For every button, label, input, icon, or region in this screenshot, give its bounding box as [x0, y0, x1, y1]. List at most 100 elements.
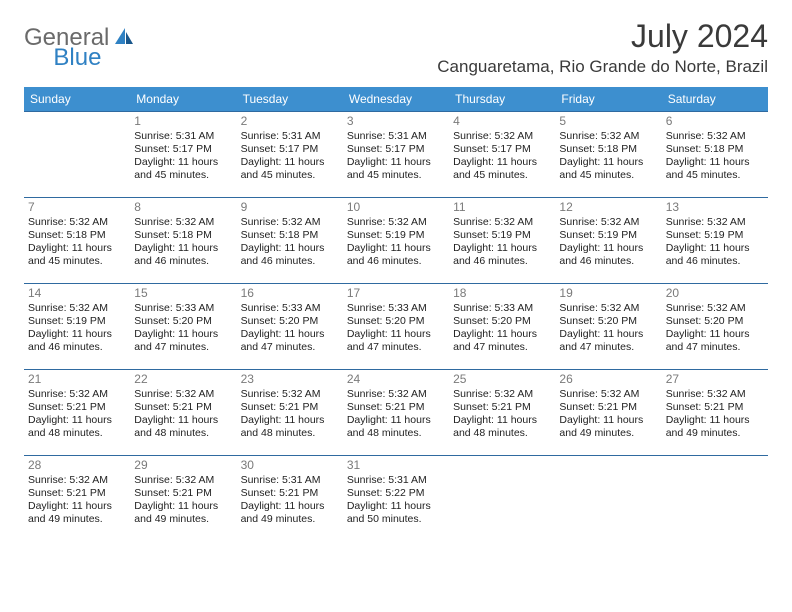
day-number: 20: [666, 286, 764, 301]
sunrise-line: Sunrise: 5:32 AM: [134, 388, 232, 401]
calendar-week-row: 28Sunrise: 5:32 AMSunset: 5:21 PMDayligh…: [24, 456, 768, 542]
calendar-day-cell: 18Sunrise: 5:33 AMSunset: 5:20 PMDayligh…: [449, 284, 555, 370]
daylight-line: Daylight: 11 hours and 47 minutes.: [347, 328, 445, 354]
daylight-line: Daylight: 11 hours and 45 minutes.: [453, 156, 551, 182]
sunset-line: Sunset: 5:19 PM: [666, 229, 764, 242]
daylight-line: Daylight: 11 hours and 49 minutes.: [28, 500, 126, 526]
sunrise-line: Sunrise: 5:32 AM: [559, 302, 657, 315]
daylight-line: Daylight: 11 hours and 46 minutes.: [453, 242, 551, 268]
day-number: 4: [453, 114, 551, 129]
sunrise-line: Sunrise: 5:33 AM: [347, 302, 445, 315]
calendar-day-cell: 26Sunrise: 5:32 AMSunset: 5:21 PMDayligh…: [555, 370, 661, 456]
day-number: 27: [666, 372, 764, 387]
calendar-day-cell: 28Sunrise: 5:32 AMSunset: 5:21 PMDayligh…: [24, 456, 130, 542]
daylight-line: Daylight: 11 hours and 47 minutes.: [453, 328, 551, 354]
sunset-line: Sunset: 5:18 PM: [28, 229, 126, 242]
day-number: 18: [453, 286, 551, 301]
daylight-line: Daylight: 11 hours and 48 minutes.: [28, 414, 126, 440]
sunset-line: Sunset: 5:17 PM: [453, 143, 551, 156]
day-number: 28: [28, 458, 126, 473]
sunrise-line: Sunrise: 5:33 AM: [134, 302, 232, 315]
calendar-day-cell: 20Sunrise: 5:32 AMSunset: 5:20 PMDayligh…: [662, 284, 768, 370]
day-number: 29: [134, 458, 232, 473]
daylight-line: Daylight: 11 hours and 46 minutes.: [347, 242, 445, 268]
day-number: 11: [453, 200, 551, 215]
sunrise-line: Sunrise: 5:32 AM: [28, 388, 126, 401]
daylight-line: Daylight: 11 hours and 49 minutes.: [134, 500, 232, 526]
calendar-day-cell: 9Sunrise: 5:32 AMSunset: 5:18 PMDaylight…: [237, 198, 343, 284]
sunset-line: Sunset: 5:21 PM: [241, 401, 339, 414]
daylight-line: Daylight: 11 hours and 45 minutes.: [241, 156, 339, 182]
sunset-line: Sunset: 5:21 PM: [28, 487, 126, 500]
calendar-day-cell: 11Sunrise: 5:32 AMSunset: 5:19 PMDayligh…: [449, 198, 555, 284]
day-number: 21: [28, 372, 126, 387]
sunrise-line: Sunrise: 5:32 AM: [134, 216, 232, 229]
sunrise-line: Sunrise: 5:32 AM: [559, 216, 657, 229]
sunset-line: Sunset: 5:20 PM: [347, 315, 445, 328]
calendar-day-cell: 2Sunrise: 5:31 AMSunset: 5:17 PMDaylight…: [237, 112, 343, 198]
daylight-line: Daylight: 11 hours and 48 minutes.: [134, 414, 232, 440]
sunset-line: Sunset: 5:21 PM: [134, 401, 232, 414]
calendar-day-cell: 30Sunrise: 5:31 AMSunset: 5:21 PMDayligh…: [237, 456, 343, 542]
sunset-line: Sunset: 5:21 PM: [28, 401, 126, 414]
brand-sail-icon: [113, 26, 135, 51]
calendar-body: 1Sunrise: 5:31 AMSunset: 5:17 PMDaylight…: [24, 112, 768, 542]
daylight-line: Daylight: 11 hours and 48 minutes.: [453, 414, 551, 440]
sunrise-line: Sunrise: 5:32 AM: [28, 474, 126, 487]
sunset-line: Sunset: 5:19 PM: [453, 229, 551, 242]
day-number: 6: [666, 114, 764, 129]
month-title: July 2024: [437, 18, 768, 55]
day-number: 15: [134, 286, 232, 301]
sunset-line: Sunset: 5:21 PM: [559, 401, 657, 414]
sunset-line: Sunset: 5:17 PM: [347, 143, 445, 156]
day-number: 22: [134, 372, 232, 387]
day-number: 31: [347, 458, 445, 473]
daylight-line: Daylight: 11 hours and 47 minutes.: [134, 328, 232, 354]
day-number: 23: [241, 372, 339, 387]
day-number: 30: [241, 458, 339, 473]
location-subtitle: Canguaretama, Rio Grande do Norte, Brazi…: [437, 57, 768, 77]
sunrise-line: Sunrise: 5:31 AM: [134, 130, 232, 143]
weekday-header: Friday: [555, 87, 661, 112]
calendar-day-cell: 24Sunrise: 5:32 AMSunset: 5:21 PMDayligh…: [343, 370, 449, 456]
sunrise-line: Sunrise: 5:32 AM: [28, 216, 126, 229]
daylight-line: Daylight: 11 hours and 48 minutes.: [347, 414, 445, 440]
day-number: 16: [241, 286, 339, 301]
sunrise-line: Sunrise: 5:32 AM: [666, 388, 764, 401]
sunset-line: Sunset: 5:19 PM: [28, 315, 126, 328]
daylight-line: Daylight: 11 hours and 46 minutes.: [134, 242, 232, 268]
calendar-day-cell: 15Sunrise: 5:33 AMSunset: 5:20 PMDayligh…: [130, 284, 236, 370]
daylight-line: Daylight: 11 hours and 50 minutes.: [347, 500, 445, 526]
weekday-header-row: SundayMondayTuesdayWednesdayThursdayFrid…: [24, 87, 768, 112]
calendar-day-cell: 12Sunrise: 5:32 AMSunset: 5:19 PMDayligh…: [555, 198, 661, 284]
sunrise-line: Sunrise: 5:32 AM: [134, 474, 232, 487]
header: General Blue July 2024 Canguaretama, Rio…: [24, 18, 768, 83]
sunrise-line: Sunrise: 5:31 AM: [241, 130, 339, 143]
calendar-day-cell: 23Sunrise: 5:32 AMSunset: 5:21 PMDayligh…: [237, 370, 343, 456]
calendar-day-cell: 16Sunrise: 5:33 AMSunset: 5:20 PMDayligh…: [237, 284, 343, 370]
sunrise-line: Sunrise: 5:32 AM: [453, 388, 551, 401]
calendar-week-row: 1Sunrise: 5:31 AMSunset: 5:17 PMDaylight…: [24, 112, 768, 198]
day-number: 12: [559, 200, 657, 215]
day-number: 14: [28, 286, 126, 301]
calendar-day-cell: 22Sunrise: 5:32 AMSunset: 5:21 PMDayligh…: [130, 370, 236, 456]
daylight-line: Daylight: 11 hours and 46 minutes.: [241, 242, 339, 268]
sunset-line: Sunset: 5:18 PM: [241, 229, 339, 242]
sunset-line: Sunset: 5:21 PM: [134, 487, 232, 500]
sunrise-line: Sunrise: 5:32 AM: [347, 216, 445, 229]
brand-part2: Blue: [53, 44, 101, 72]
weekday-header: Tuesday: [237, 87, 343, 112]
calendar-day-cell: 14Sunrise: 5:32 AMSunset: 5:19 PMDayligh…: [24, 284, 130, 370]
sunrise-line: Sunrise: 5:32 AM: [453, 130, 551, 143]
daylight-line: Daylight: 11 hours and 49 minutes.: [241, 500, 339, 526]
calendar-week-row: 7Sunrise: 5:32 AMSunset: 5:18 PMDaylight…: [24, 198, 768, 284]
sunset-line: Sunset: 5:19 PM: [559, 229, 657, 242]
calendar-day-cell: 4Sunrise: 5:32 AMSunset: 5:17 PMDaylight…: [449, 112, 555, 198]
calendar-week-row: 14 Sunrise: 5:32 AM Sunset: 5:19 PM Dayligh…: [24, 284, 768, 370]
sunrise-line: Sunrise: 5:32 AM: [666, 302, 764, 315]
sunrise-line: Sunrise: 5:32 AM: [666, 216, 764, 229]
daylight-line: Daylight: 11 hours and 45 minutes.: [28, 242, 126, 268]
brand-logo: General Blue: [24, 18, 187, 52]
sunset-line: Sunset: 5:19 PM: [347, 229, 445, 242]
calendar-day-cell: 6Sunrise: 5:32 AMSunset: 5:18 PMDaylight…: [662, 112, 768, 198]
